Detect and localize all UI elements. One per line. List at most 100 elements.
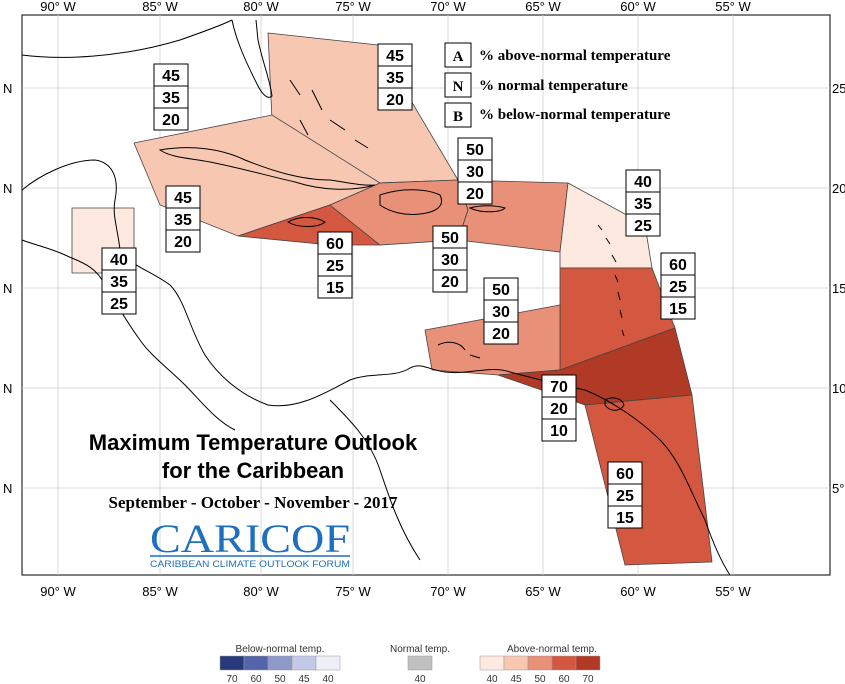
- probability-box-leeward: 40 35 25: [625, 169, 661, 237]
- title-line-2: for the Caribbean: [162, 458, 344, 483]
- prob-value-above: 60: [326, 236, 344, 253]
- lat-tick-right: 5°: [832, 481, 844, 496]
- prob-cell-below: [153, 107, 189, 131]
- logo-tagline: CARIBBEAN CLIMATE OUTLOOK FORUM: [150, 559, 350, 569]
- probability-box-jamaica: 60 25 15: [317, 231, 353, 299]
- prob-value-normal: 35: [634, 196, 652, 213]
- scale-tick: 50: [274, 674, 286, 684]
- scale-swatch: [503, 655, 529, 671]
- prob-value-normal: 20: [550, 401, 568, 418]
- prob-value-normal: 35: [162, 90, 180, 107]
- scale-swatch: [479, 655, 505, 671]
- lat-tick-right: 20: [832, 181, 845, 196]
- lat-tick-right: 15: [832, 281, 845, 296]
- lat-tick-left: N: [3, 481, 12, 496]
- scale-swatch: [291, 655, 317, 671]
- scale-tick: 60: [250, 674, 262, 684]
- probability-box-hispaniola: 50 30 20: [457, 137, 493, 205]
- scale-swatch: [219, 655, 245, 671]
- scale-tick: 40: [322, 674, 334, 684]
- prob-value-below: 20: [441, 274, 459, 291]
- lon-tick-bottom: 85° W: [142, 584, 178, 599]
- title-line-1: Maximum Temperature Outlook: [89, 430, 418, 455]
- legend-letter-b: B: [453, 109, 463, 125]
- lon-ticks-bottom: 90° W 85° W 80° W 75° W 70° W 65° W 60° …: [40, 584, 751, 599]
- color-scale: Below-normal temp. Normal temp. Above-no…: [219, 644, 601, 684]
- logo-wordmark: CARICOF: [150, 516, 350, 561]
- scale-tick: 45: [510, 674, 522, 684]
- scale-swatch: [243, 655, 269, 671]
- probability-box-abc-islands: 50 30 20: [483, 277, 519, 345]
- scale-swatch: [267, 655, 293, 671]
- prob-cell-below: [541, 418, 577, 442]
- lon-tick-bottom: 80° W: [243, 584, 279, 599]
- region-polygons: [71, 32, 713, 566]
- scale-tick: 40: [414, 674, 426, 684]
- prob-value-below: 20: [466, 186, 484, 203]
- prob-value-above: 70: [550, 379, 568, 396]
- prob-cell-below: [483, 321, 519, 345]
- prob-value-below: 20: [162, 112, 180, 129]
- scale-tick: 45: [298, 674, 310, 684]
- scale-title-below: Below-normal temp.: [236, 644, 325, 655]
- title-line-3: September - October - November - 2017: [109, 493, 398, 512]
- scale-swatch: [527, 655, 553, 671]
- legend-letter-n: N: [453, 79, 464, 95]
- prob-value-above: 45: [174, 190, 192, 207]
- scale-swatch: [407, 655, 433, 671]
- prob-value-above: 60: [616, 466, 634, 483]
- lat-tick-right: 25: [832, 81, 845, 96]
- scale-swatch: [315, 655, 341, 671]
- prob-value-above: 50: [466, 142, 484, 159]
- lon-tick-top: 60° W: [620, 0, 656, 14]
- caricof-logo: CARICOF CARIBBEAN CLIMATE OUTLOOK FORUM: [150, 516, 350, 569]
- scale-title-normal: Normal temp.: [390, 644, 450, 655]
- prob-cell-below: [377, 87, 413, 111]
- prob-value-above: 60: [669, 257, 687, 274]
- prob-value-normal: 25: [616, 488, 634, 505]
- map-title: Maximum Temperature Outlook for the Cari…: [89, 430, 418, 512]
- prob-cell-below: [607, 505, 643, 529]
- lon-tick-top: 80° W: [243, 0, 279, 14]
- probability-box-bahamas: 45 35 20: [377, 43, 413, 111]
- prob-value-above: 50: [441, 230, 459, 247]
- probability-box-puerto-rico: 50 30 20: [432, 225, 468, 293]
- lat-tick-right: 10: [832, 381, 845, 396]
- scale-tick: 70: [226, 674, 238, 684]
- probability-box-belize: 40 35 25: [101, 247, 137, 315]
- prob-value-above: 40: [110, 252, 128, 269]
- lon-tick-top: 85° W: [142, 0, 178, 14]
- prob-value-below: 20: [492, 326, 510, 343]
- lon-tick-top: 65° W: [525, 0, 561, 14]
- scale-tick: 50: [534, 674, 546, 684]
- lon-tick-bottom: 60° W: [620, 584, 656, 599]
- lon-tick-top: 75° W: [335, 0, 371, 14]
- legend-desc-a: % above-normal temperature: [479, 48, 671, 64]
- prob-cell-below: [317, 275, 353, 299]
- lon-tick-bottom: 55° W: [715, 584, 751, 599]
- prob-value-below: 20: [174, 234, 192, 251]
- probability-box-windward: 60 25 15: [660, 252, 696, 320]
- prob-cell-below: [432, 269, 468, 293]
- probability-box-guianas: 60 25 15: [607, 461, 643, 529]
- probability-box-cuba: 45 35 20: [153, 63, 189, 131]
- scale-tick: 60: [558, 674, 570, 684]
- legend-box-a: [444, 42, 472, 68]
- legend-box-b: [444, 102, 472, 128]
- lon-tick-bottom: 75° W: [335, 584, 371, 599]
- lon-tick-top: 90° W: [40, 0, 76, 14]
- prob-value-above: 40: [634, 174, 652, 191]
- prob-value-normal: 30: [441, 252, 459, 269]
- lon-tick-top: 70° W: [430, 0, 466, 14]
- prob-value-above: 45: [386, 48, 404, 65]
- prob-cell-below: [165, 229, 201, 253]
- prob-value-normal: 25: [326, 258, 344, 275]
- lat-tick-left: N: [3, 281, 12, 296]
- prob-value-below: 15: [326, 280, 344, 297]
- scale-swatches-above: 40 45 50 60 70: [479, 655, 601, 684]
- prob-value-above: 45: [162, 68, 180, 85]
- scale-swatch: [575, 655, 601, 671]
- prob-value-below: 25: [110, 296, 128, 313]
- scale-tick: 70: [582, 674, 594, 684]
- lat-tick-left: N: [3, 381, 12, 396]
